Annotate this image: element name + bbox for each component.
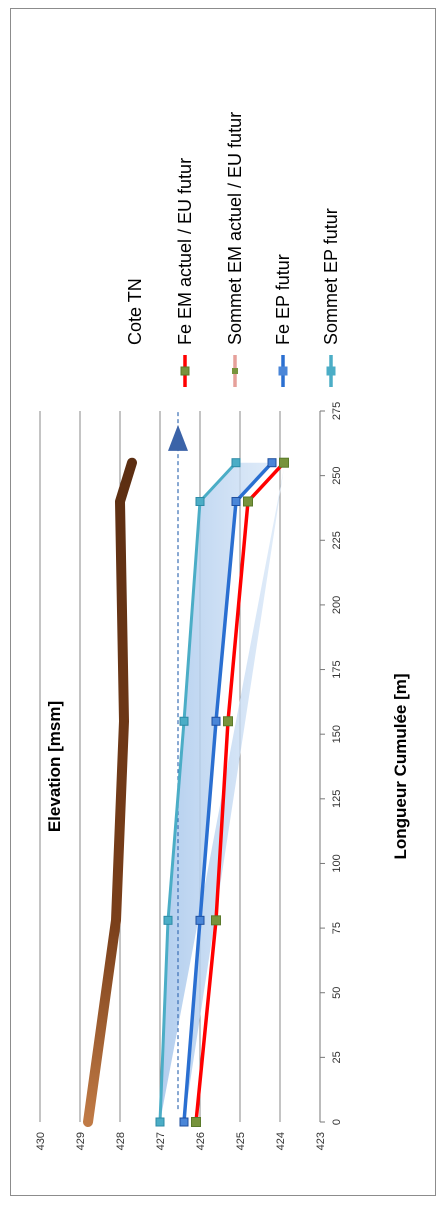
x-axis-title: Longueur Cumulée [m] xyxy=(391,673,410,859)
x-tick-label: 150 xyxy=(331,725,343,743)
y-tick-label: 429 xyxy=(75,1132,87,1150)
legend-label: Sommet EM actuel / EU futur xyxy=(225,112,245,345)
data-point xyxy=(223,716,233,727)
data-point xyxy=(195,915,205,925)
legend-label: Cote TN xyxy=(125,278,145,345)
data-point xyxy=(191,1117,201,1127)
legend-label: Sommet EP futur xyxy=(321,208,341,345)
y-axis-title: Elevation [msm] xyxy=(45,701,64,832)
y-tick-label: 426 xyxy=(195,1132,207,1150)
data-point xyxy=(179,716,189,726)
legend-label: Fe EP futur xyxy=(273,254,293,345)
legend-label: Fe EM actuel / EU futur xyxy=(175,158,195,345)
y-tick-label: 423 xyxy=(315,1132,327,1150)
x-tick-label: 0 xyxy=(331,1119,343,1125)
x-tick-label: 200 xyxy=(331,596,343,614)
legend: Cote TN Fe EM actuel / EU futur Sommet EM … xyxy=(125,112,341,390)
y-tick-label: 427 xyxy=(155,1132,167,1150)
x-tick-label: 25 xyxy=(331,1051,343,1063)
data-point xyxy=(231,458,241,468)
x-tick-label: 125 xyxy=(331,790,343,808)
legend-marker xyxy=(232,368,238,374)
data-point xyxy=(267,458,277,468)
y-tick-label: 430 xyxy=(35,1132,47,1150)
x-tick-label: 250 xyxy=(331,466,343,484)
data-point xyxy=(179,1117,189,1127)
x-tick-label: 175 xyxy=(331,660,343,678)
x-tick-label: 225 xyxy=(331,531,343,549)
x-tick-label: 275 xyxy=(331,402,343,420)
data-point xyxy=(243,496,253,507)
y-tick-label: 424 xyxy=(275,1132,287,1150)
legend-marker xyxy=(278,366,288,376)
series-line xyxy=(83,457,137,1127)
data-point xyxy=(155,1117,165,1127)
water-level-marker xyxy=(168,424,188,451)
data-point xyxy=(211,915,221,926)
data-point xyxy=(163,915,173,925)
legend-marker xyxy=(180,366,190,376)
x-tick-label: 75 xyxy=(331,922,343,934)
data-point xyxy=(195,496,205,506)
data-point xyxy=(211,716,221,726)
legend-marker xyxy=(326,366,336,376)
y-tick-label: 428 xyxy=(115,1132,127,1150)
y-tick-label: 425 xyxy=(235,1132,247,1150)
x-tick-label: 50 xyxy=(331,987,343,999)
x-tick-label: 100 xyxy=(331,854,343,872)
plot-area: 423 424 425 426 427 428 429 430 0 25 50 75 100 125 150… xyxy=(35,402,410,1151)
data-point xyxy=(231,496,241,506)
data-point xyxy=(279,457,289,468)
